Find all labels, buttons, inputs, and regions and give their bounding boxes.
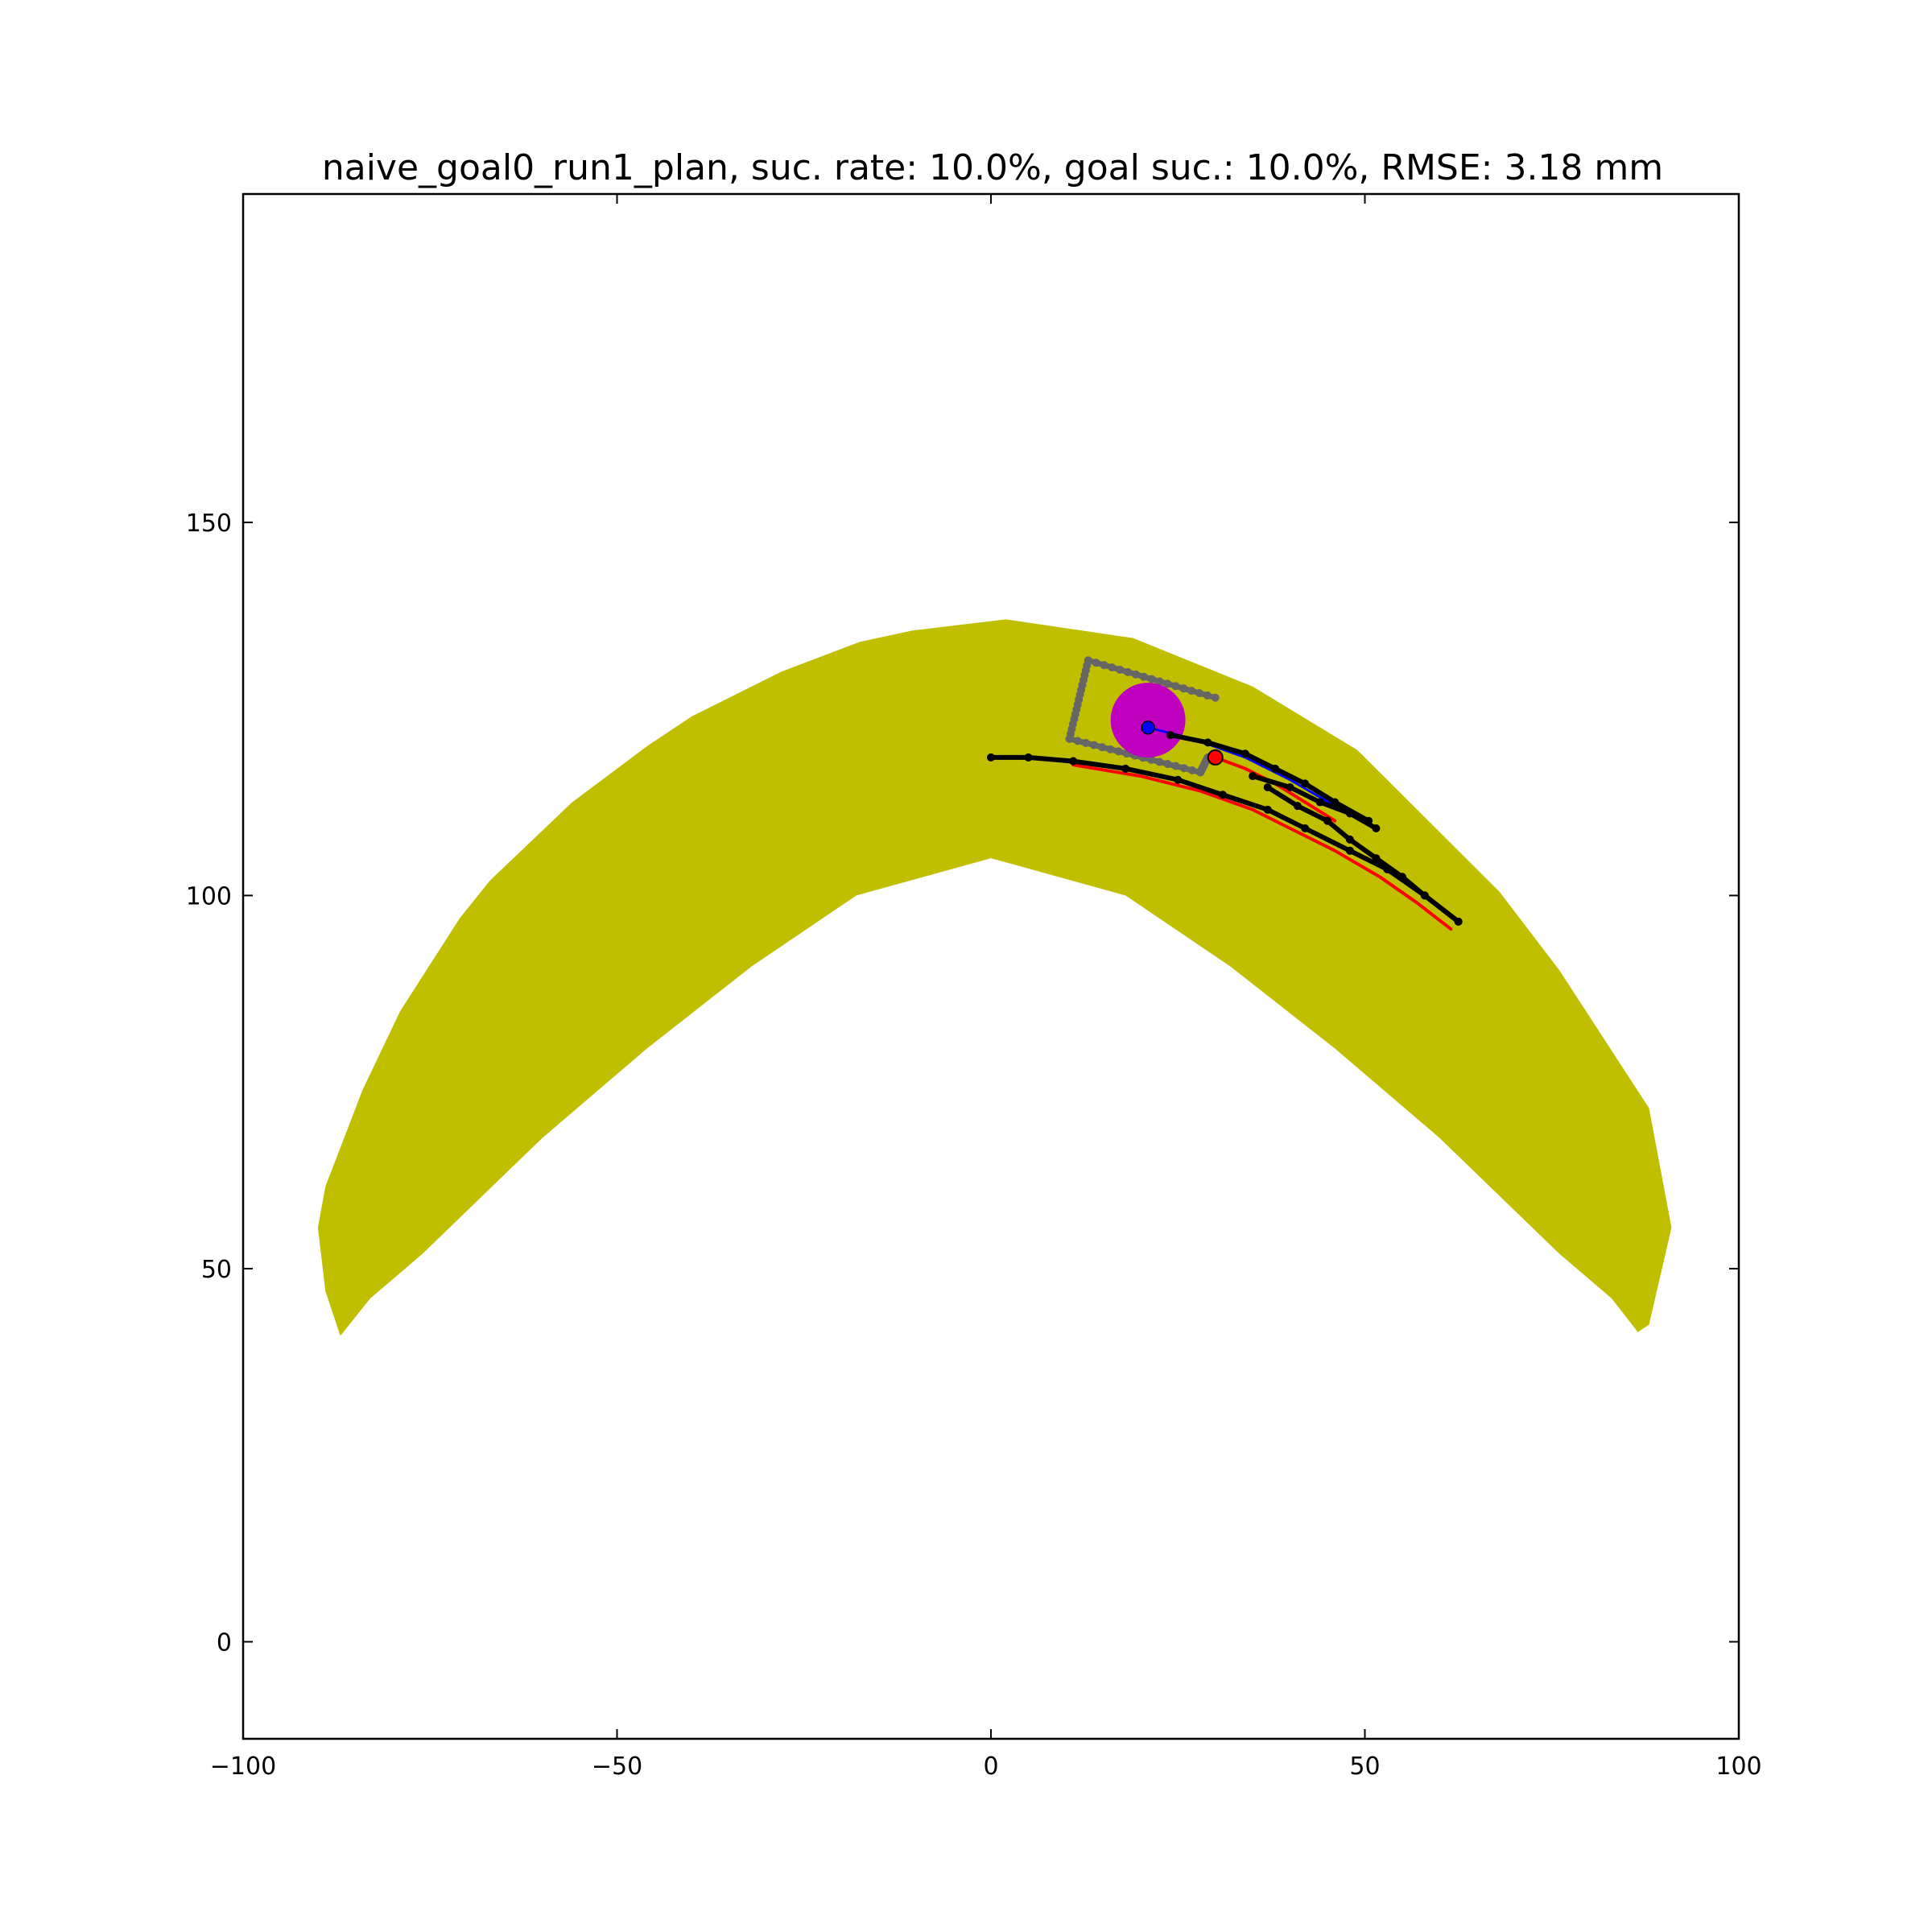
plan-point — [1315, 798, 1324, 807]
workspace-box-point — [1124, 667, 1133, 676]
plan-point — [1323, 816, 1332, 825]
tip-marker — [1141, 720, 1155, 735]
workspace-box-point — [1147, 755, 1156, 764]
plot-frame — [242, 192, 1740, 1740]
y-tick-label: 100 — [186, 882, 232, 910]
workspace-box-point — [1155, 758, 1164, 766]
plan-point — [1420, 891, 1429, 900]
workspace-box-point — [1179, 764, 1188, 773]
workspace-box-point — [1163, 760, 1172, 769]
workspace-box-point — [1100, 661, 1108, 670]
axis-tick-labels: −100 −50 0 50 100 0 50 100 150 — [186, 510, 1762, 1781]
workspace-box-point — [1171, 762, 1180, 770]
workspace-box-point — [1203, 691, 1212, 700]
workspace-box-point — [1090, 741, 1099, 749]
plan-trajectory — [1265, 785, 1461, 924]
plan-point — [1263, 805, 1272, 814]
workspace-box-point — [1155, 677, 1164, 686]
workspace-box-point — [1081, 738, 1090, 747]
workspace-box-point — [1139, 672, 1148, 681]
workspace-box-point — [1106, 745, 1115, 753]
plan-point — [987, 753, 995, 762]
workspace-box-point — [1211, 693, 1220, 702]
plan-point — [1121, 764, 1130, 773]
plan-point — [1345, 846, 1354, 855]
plan-point — [1218, 791, 1227, 799]
workspace-box-point — [1108, 663, 1117, 672]
workspace-box-point — [1114, 747, 1123, 756]
plan-point — [1286, 783, 1294, 792]
workspace-box-point — [1131, 670, 1140, 679]
plan-point — [1166, 731, 1174, 740]
workspace-box-point — [1098, 743, 1107, 752]
workspace-box-point — [1092, 658, 1100, 667]
workspace-box-point — [1073, 737, 1082, 745]
workspace-box-point — [1147, 675, 1156, 683]
plan-point — [1454, 917, 1463, 926]
current-position-marker — [1207, 749, 1224, 766]
workspace-box-point — [1179, 684, 1188, 693]
plan-point — [1301, 779, 1310, 788]
x-tick-label: 0 — [983, 1752, 998, 1781]
plan-point — [1069, 757, 1078, 766]
plan-point — [1345, 835, 1354, 844]
workspace-box-point — [1187, 687, 1196, 696]
plan-point — [1345, 809, 1354, 818]
plan-point — [1024, 753, 1033, 762]
plan-point — [1271, 764, 1280, 773]
plan-point — [1372, 854, 1381, 863]
x-tick-label: −100 — [210, 1752, 276, 1781]
actual-trajectory — [1071, 763, 1453, 931]
plot-area — [317, 619, 1672, 1336]
plan-point — [1301, 824, 1310, 832]
y-tick-label: 150 — [186, 510, 232, 538]
workspace-box-point — [1065, 734, 1074, 743]
plan-point — [1397, 873, 1406, 881]
goal-circle — [1110, 683, 1186, 758]
workspace-box-point — [1116, 665, 1125, 674]
x-tick-label: 50 — [1349, 1752, 1380, 1781]
y-tick-label: 50 — [201, 1256, 232, 1284]
plan-point — [1331, 798, 1340, 807]
plan-point — [1372, 824, 1381, 832]
plan-point — [1203, 738, 1212, 747]
workspace-box-point — [1195, 688, 1203, 697]
x-tick-label: 100 — [1715, 1752, 1761, 1781]
workspace-box-point — [1171, 682, 1180, 691]
x-tick-label: −50 — [592, 1752, 642, 1781]
plan-point — [1263, 783, 1272, 792]
plan-point — [1241, 749, 1249, 758]
plan-trajectory — [989, 754, 1461, 924]
plan-point — [1174, 775, 1183, 784]
plan-point — [1293, 802, 1302, 811]
workspace-box-point — [1163, 679, 1172, 688]
y-tick-label: 0 — [217, 1629, 232, 1657]
chart-title: naive_goal0_run1_plan, suc. rate: 10.0%,… — [322, 147, 1663, 188]
workspace-box-point — [1187, 766, 1196, 774]
axis-ticks — [242, 194, 1740, 1739]
plan-point — [1249, 772, 1257, 781]
